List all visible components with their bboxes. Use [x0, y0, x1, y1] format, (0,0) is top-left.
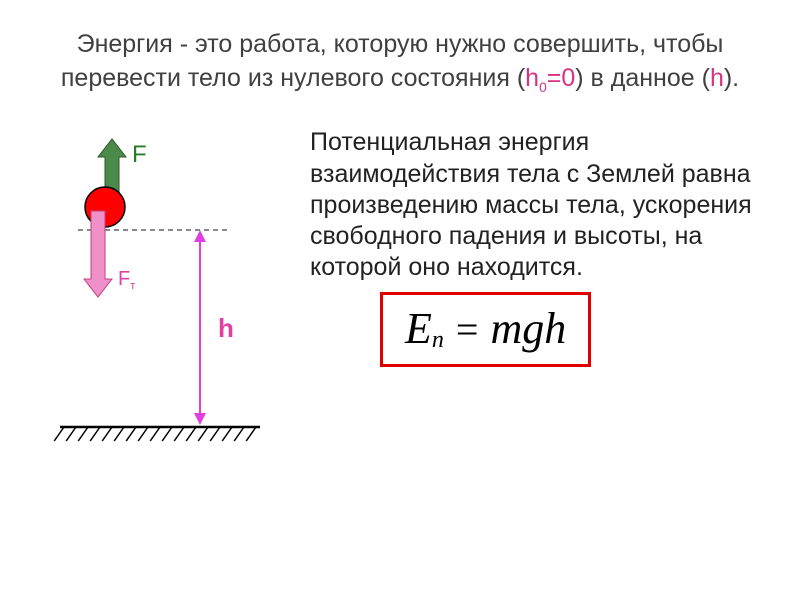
- svg-text:Fт: Fт: [118, 268, 135, 292]
- formula-box: En = mgh: [380, 292, 591, 367]
- formula-sub: n: [432, 327, 444, 353]
- formula-lhs: E: [405, 304, 432, 353]
- text-column: Потенциальная энергия взаимодействия тел…: [300, 127, 780, 487]
- formula-eq: =: [456, 307, 479, 352]
- definition-paragraph: Потенциальная энергия взаимодействия тел…: [310, 127, 780, 283]
- svg-text:F: F: [132, 141, 147, 168]
- title-block: Энергия - это работа, которую нужно сове…: [0, 0, 800, 97]
- title-eq0: =0: [547, 64, 576, 92]
- title-h: h: [710, 64, 724, 92]
- physics-diagram: F Fт h: [20, 127, 300, 487]
- title-mid: ) в данное (: [575, 64, 710, 92]
- title-h0: h0: [525, 64, 547, 92]
- svg-text:h: h: [218, 313, 234, 343]
- content-row: F Fт h Потенциальная энергия взаимодействи…: [0, 127, 800, 487]
- formula-rhs: mgh: [490, 304, 566, 353]
- title-post: ).: [724, 64, 739, 92]
- diagram-svg: F Fт h: [50, 127, 290, 487]
